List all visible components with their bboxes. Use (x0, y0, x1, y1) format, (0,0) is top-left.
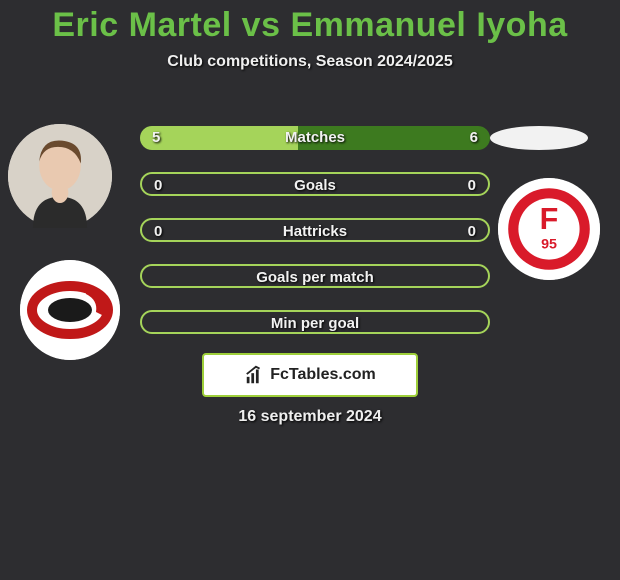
svg-text:95: 95 (541, 236, 557, 252)
subtitle: Club competitions, Season 2024/2025 (0, 53, 620, 71)
stat-label: Min per goal (142, 312, 488, 334)
stat-row: Hattricks0 0 (140, 218, 490, 242)
vs-separator: vs (232, 6, 291, 44)
stat-value-right: 0 (468, 220, 476, 242)
stat-value-right: 6 (470, 126, 478, 150)
brand-badge: FcTables.com (202, 353, 418, 397)
svg-text:F: F (540, 202, 559, 236)
stat-value-left: 0 (154, 174, 162, 196)
stat-row: Matches5 6 (140, 126, 490, 150)
player2-name: Emmanuel Iyoha (290, 6, 567, 44)
stat-label: Hattricks (142, 220, 488, 242)
comparison-title: Eric Martel vs Emmanuel Iyoha (0, 0, 620, 45)
snapshot-date: 16 september 2024 (0, 408, 620, 426)
stats-container: Matches56Goals00Hattricks00Goals per mat… (140, 126, 490, 356)
player1-avatar (8, 124, 112, 228)
player2-avatar (490, 126, 588, 150)
stat-row: Goals per match (140, 264, 490, 288)
stat-label: Goals (142, 174, 488, 196)
brand-text: FcTables.com (270, 366, 376, 384)
stat-value-right: 0 (468, 174, 476, 196)
player1-club-logo (20, 260, 120, 360)
player2-club-logo: F 95 (498, 178, 600, 280)
stat-label: Goals per match (142, 266, 488, 288)
chart-icon (244, 364, 266, 386)
stat-value-left: 5 (152, 126, 160, 150)
stat-row: Goals0 0 (140, 172, 490, 196)
player1-name: Eric Martel (52, 6, 231, 44)
stat-row: Min per goal (140, 310, 490, 334)
stat-value-left: 0 (154, 220, 162, 242)
stat-label: Matches (140, 126, 490, 150)
